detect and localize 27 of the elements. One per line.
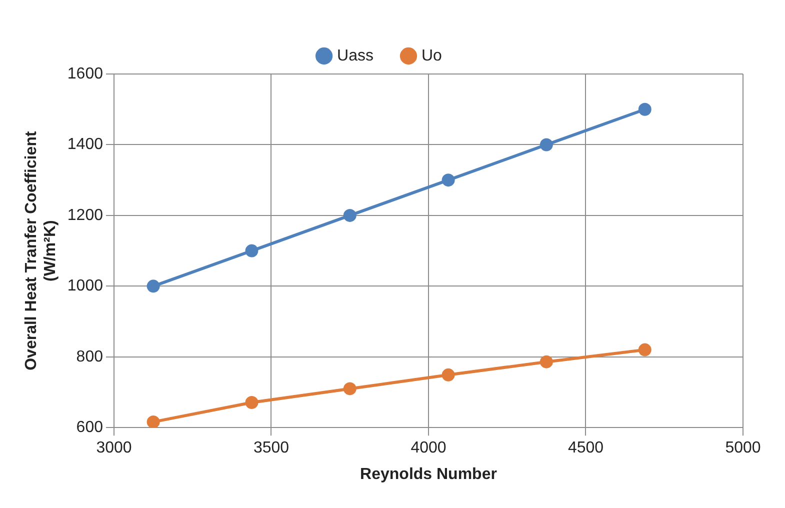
x-tick-label: 4000: [410, 440, 446, 457]
x-tick-label: 3000: [96, 440, 132, 457]
y-tick-label: 1400: [67, 136, 104, 154]
point: [442, 174, 455, 187]
point: [343, 382, 356, 396]
point: [343, 208, 356, 222]
y-tick-label: 1000: [67, 278, 104, 295]
point: [245, 396, 258, 409]
point: [146, 280, 160, 293]
y-tick-label: 1200: [67, 206, 104, 224]
y-tick-label: 1600: [67, 65, 104, 82]
point: [442, 368, 455, 382]
x-axis-title: Reynolds Number: [360, 466, 497, 483]
y-axis-title: Overall Heat Tranfer Coefficient (W/m²K): [23, 130, 60, 370]
point: [540, 138, 553, 152]
legend-label: Uass: [337, 47, 374, 64]
x-tick-label: 3500: [253, 440, 290, 457]
point: [540, 355, 553, 368]
y-tick-label: 800: [76, 348, 104, 366]
point: [638, 343, 652, 356]
point: [146, 415, 160, 428]
legend-label: Uo: [422, 47, 442, 64]
x-tick-label: 4500: [568, 440, 604, 457]
point: [245, 244, 258, 258]
x-tick-label: 5000: [725, 440, 761, 457]
point: [638, 102, 652, 116]
y-tick-label: 600: [76, 419, 104, 436]
